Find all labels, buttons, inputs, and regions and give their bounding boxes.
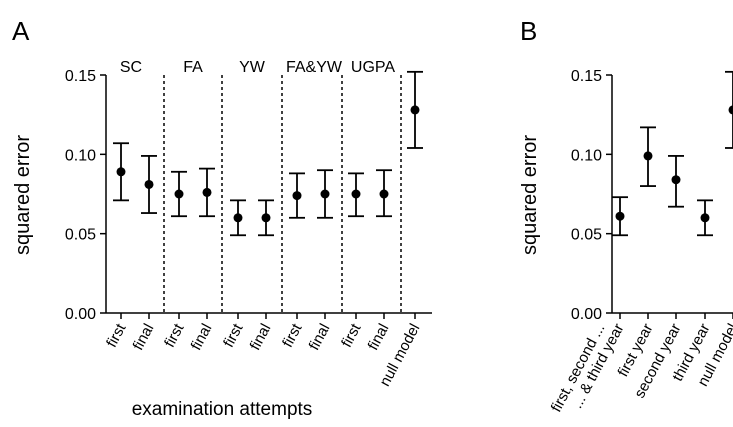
panel-a-y-axis-label: squared error [12, 135, 34, 255]
data-point [700, 213, 710, 223]
x-tick-label: final [247, 321, 275, 353]
group-label: YW [239, 59, 266, 76]
group-label: FA&YW [286, 59, 343, 76]
data-point [410, 105, 420, 115]
y-tick-label: 0.00 [65, 306, 96, 323]
data-point [351, 189, 361, 199]
data-point [144, 179, 154, 189]
x-tick-label: first [338, 320, 365, 350]
panel-b-y-axis-label: squared error [519, 135, 541, 255]
data-point [379, 189, 389, 199]
data-point [202, 187, 212, 197]
x-tick-label: final [188, 321, 216, 353]
y-tick-label: 0.10 [571, 147, 602, 164]
panel-a-plot-area: first final first final first final first final… [103, 59, 432, 389]
data-point [320, 189, 330, 199]
y-tick-label: 0.00 [571, 306, 602, 323]
panel-b: B squared error 0.000.050.100.15 first, … [519, 16, 733, 415]
panel-a: A squared error examination attempts 0.0… [12, 16, 432, 420]
data-point [643, 151, 653, 161]
y-tick-label: 0.05 [571, 227, 602, 244]
data-point [728, 105, 733, 115]
y-tick-label: 0.10 [65, 147, 96, 164]
data-point [116, 167, 126, 177]
group-label: SC [120, 59, 142, 76]
x-tick-label: first [103, 320, 130, 350]
data-point [174, 189, 184, 199]
x-tick-label: first [220, 320, 247, 350]
x-tick-label: first [161, 320, 188, 350]
y-tick-label: 0.05 [65, 227, 96, 244]
x-tick-label: final [365, 321, 393, 353]
group-label: FA [183, 59, 203, 76]
data-point [671, 175, 681, 185]
panel-a-y-ticks: 0.00 0.05 0.10 0.15 [65, 68, 106, 323]
y-tick-label: 0.15 [65, 68, 96, 85]
group-label: UGPA [351, 59, 395, 76]
x-tick-label: first [279, 320, 306, 350]
x-tick-label: final [306, 321, 334, 353]
data-point [292, 191, 302, 201]
y-tick-label: 0.15 [571, 68, 602, 85]
data-point [233, 213, 243, 223]
panel-a-x-axis-label: examination attempts [132, 399, 313, 420]
panel-b-y-ticks: 0.00 0.05 0.10 0.15 [571, 68, 612, 323]
x-tick-label: final [130, 321, 158, 353]
data-point [615, 211, 625, 221]
panel-b-label: B [520, 16, 537, 46]
panel-a-label: A [12, 16, 30, 46]
data-point [261, 213, 271, 223]
